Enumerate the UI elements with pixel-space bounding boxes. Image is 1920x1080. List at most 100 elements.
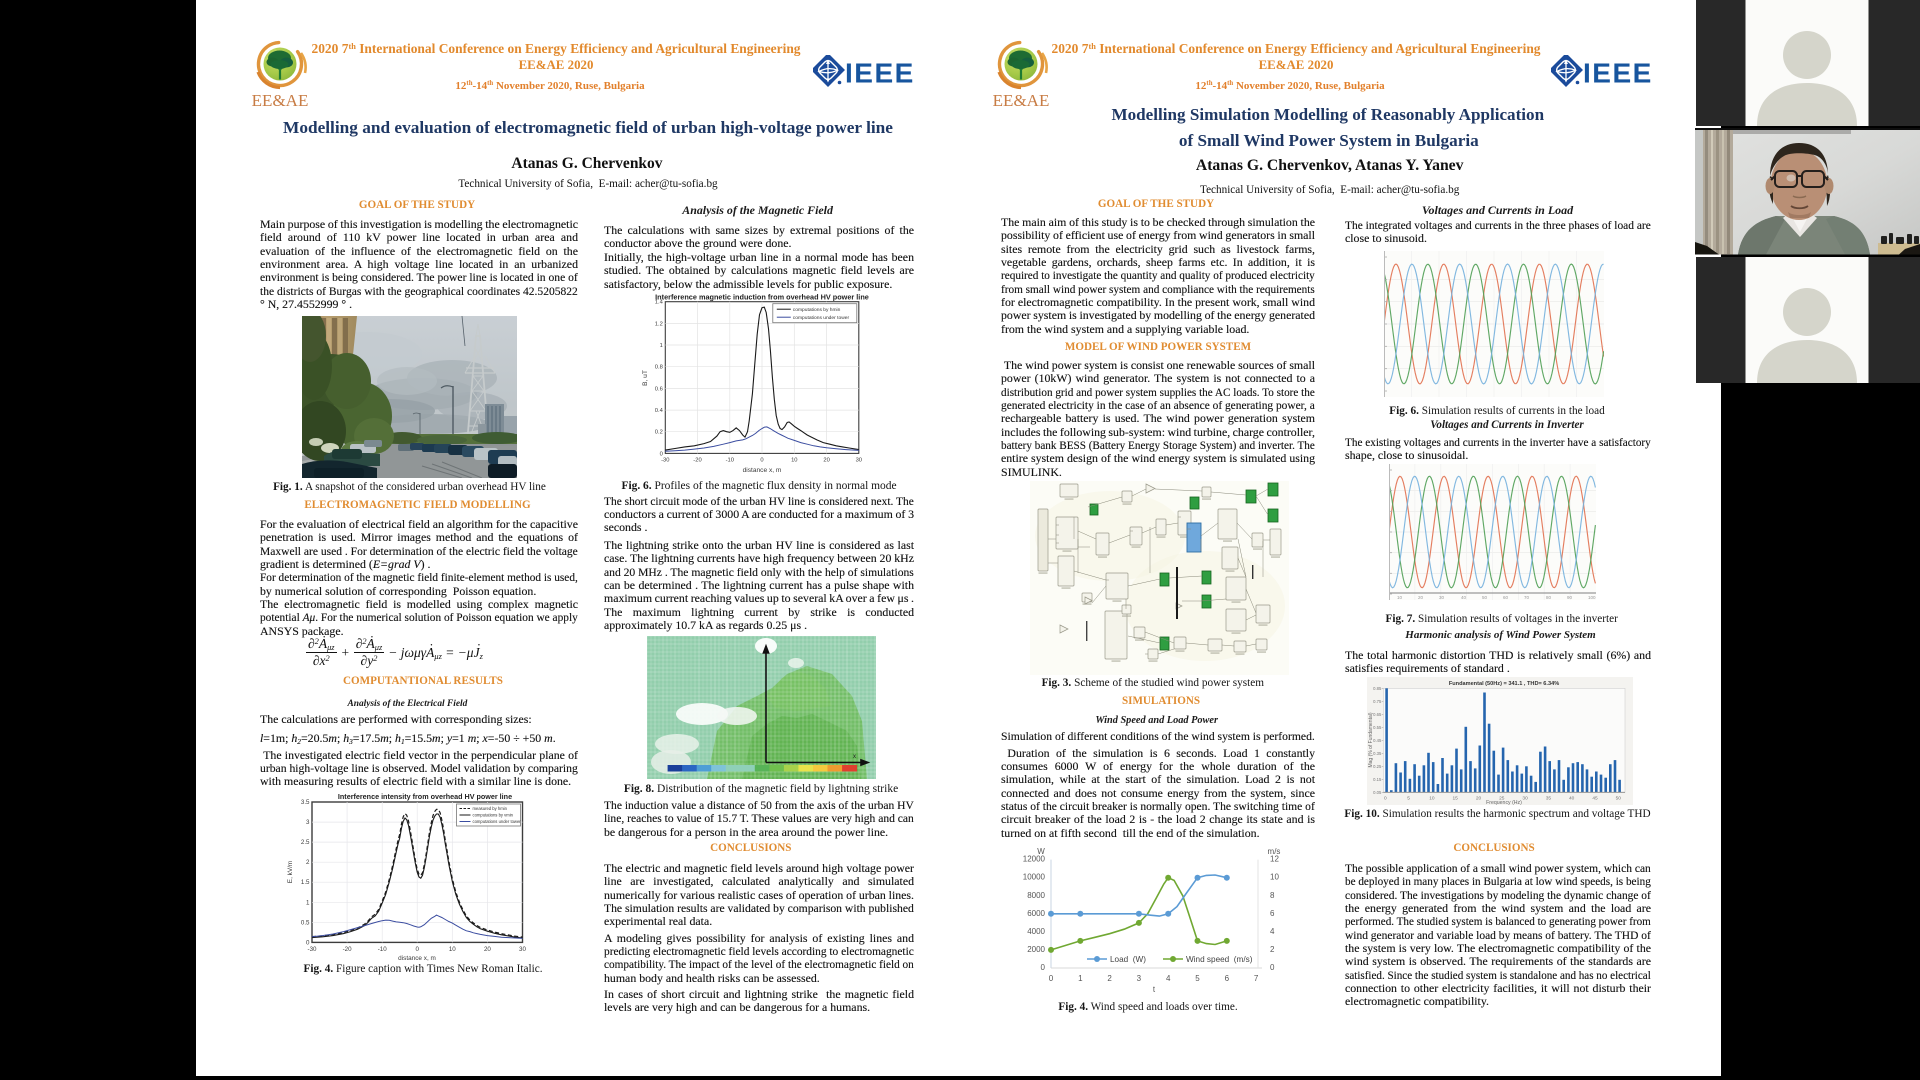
svg-text:measured by hmin: measured by hmin [473, 806, 508, 811]
svg-text:computations under tower: computations under tower [473, 819, 522, 824]
svg-text:20: 20 [484, 946, 491, 953]
svg-text:8: 8 [1270, 891, 1275, 900]
svg-text:7: 7 [1254, 974, 1259, 983]
svg-text:Fundamental (50Hz) = 341.1 , T: Fundamental (50Hz) = 341.1 , THD= 6.34% [1449, 681, 1559, 687]
svg-text:30: 30 [1522, 795, 1528, 801]
svg-text:30: 30 [519, 946, 526, 953]
svg-text:35: 35 [1546, 795, 1552, 801]
svg-text:m/s: m/s [1268, 847, 1281, 856]
svg-text:0.15: 0.15 [1373, 777, 1382, 782]
svg-text:Load (W): Load (W) [1110, 955, 1146, 964]
svg-text:0: 0 [306, 939, 310, 946]
svg-text:3: 3 [306, 819, 310, 826]
svg-text:4000: 4000 [1027, 927, 1045, 936]
svg-text:4: 4 [1166, 974, 1171, 983]
svg-text:8000: 8000 [1027, 891, 1045, 900]
svg-text:0.35: 0.35 [1373, 751, 1382, 756]
svg-text:1: 1 [1078, 974, 1083, 983]
svg-text:50: 50 [1616, 795, 1622, 801]
svg-text:60: 60 [1503, 595, 1509, 600]
svg-text:50: 50 [1482, 595, 1488, 600]
svg-text:4: 4 [1270, 927, 1275, 936]
svg-text:-10: -10 [378, 946, 388, 953]
svg-text:25: 25 [1499, 795, 1505, 801]
svg-text:20: 20 [823, 457, 829, 463]
svg-text:-20: -20 [693, 457, 701, 463]
svg-text:0.6: 0.6 [655, 386, 663, 392]
svg-text:1.2: 1.2 [655, 321, 663, 327]
svg-text:5: 5 [1407, 795, 1410, 801]
svg-text:12: 12 [1270, 855, 1279, 864]
svg-text:EE&AE: EE&AE [252, 91, 309, 110]
svg-text:30: 30 [856, 457, 862, 463]
svg-text:0: 0 [660, 451, 663, 457]
svg-text:W: W [1037, 847, 1045, 856]
svg-text:-20: -20 [343, 946, 353, 953]
svg-text:t: t [1153, 985, 1156, 994]
svg-text:10000: 10000 [1023, 873, 1046, 882]
svg-text:0: 0 [1270, 963, 1275, 972]
svg-text:10: 10 [1270, 873, 1279, 882]
svg-text:10: 10 [449, 946, 456, 953]
svg-text:3: 3 [1137, 974, 1142, 983]
svg-text:Interference intensity from ov: Interference intensity from overhead HV … [338, 792, 512, 801]
svg-text:2: 2 [1107, 974, 1112, 983]
svg-text:12000: 12000 [1023, 855, 1046, 864]
svg-text:0.65: 0.65 [1373, 712, 1382, 717]
svg-text:0: 0 [760, 457, 763, 463]
svg-text:40: 40 [1569, 795, 1575, 801]
svg-text:0: 0 [1041, 963, 1046, 972]
svg-text:computations by vmin: computations by vmin [473, 813, 514, 818]
svg-text:1.4: 1.4 [655, 300, 664, 306]
svg-text:B, uT: B, uT [642, 370, 649, 386]
svg-text:1: 1 [306, 899, 310, 906]
svg-text:20: 20 [1476, 795, 1482, 801]
svg-text:0.45: 0.45 [1373, 738, 1382, 743]
svg-text:2.5: 2.5 [301, 839, 310, 846]
svg-text:0: 0 [1049, 974, 1054, 983]
svg-text:0.85: 0.85 [1373, 686, 1382, 691]
svg-text:0.5: 0.5 [301, 919, 310, 926]
svg-text:-10: -10 [726, 457, 734, 463]
svg-text:-30: -30 [308, 946, 318, 953]
svg-text:45: 45 [1592, 795, 1598, 801]
svg-text:1.5: 1.5 [301, 879, 310, 886]
svg-text:x: x [853, 754, 856, 760]
svg-text:Interference magnetic inductio: Interference magnetic induction from ove… [655, 293, 869, 302]
svg-text:0.4: 0.4 [655, 408, 664, 414]
svg-text:1: 1 [660, 343, 663, 349]
svg-text:6000: 6000 [1027, 909, 1045, 918]
svg-text:IEEE: IEEE [845, 58, 915, 89]
svg-text:Wind speed (m/s): Wind speed (m/s) [1186, 955, 1253, 964]
svg-text:distance x, m: distance x, m [398, 955, 436, 962]
svg-text:15: 15 [1453, 795, 1459, 801]
svg-text:3.5: 3.5 [301, 799, 310, 806]
svg-text:-30: -30 [661, 457, 669, 463]
svg-text:6: 6 [1270, 909, 1275, 918]
svg-text:2: 2 [1270, 945, 1275, 954]
svg-text:0.8: 0.8 [655, 365, 663, 371]
svg-text:EE&AE: EE&AE [993, 91, 1050, 110]
svg-text:20: 20 [1418, 595, 1424, 600]
svg-text:40: 40 [1461, 595, 1467, 600]
svg-text:10: 10 [1429, 795, 1435, 801]
svg-text:0.55: 0.55 [1373, 725, 1382, 730]
svg-text:10: 10 [1397, 595, 1403, 600]
svg-text:E, kV/m: E, kV/m [287, 861, 294, 883]
svg-text:2: 2 [306, 859, 310, 866]
svg-text:30: 30 [1439, 595, 1445, 600]
svg-text:6: 6 [1225, 974, 1230, 983]
svg-text:2000: 2000 [1027, 945, 1045, 954]
svg-text:0.75: 0.75 [1373, 699, 1382, 704]
svg-text:computations by hmin: computations by hmin [793, 307, 841, 313]
svg-text:100: 100 [1588, 595, 1596, 600]
svg-text:90: 90 [1567, 595, 1573, 600]
svg-text:70: 70 [1524, 595, 1530, 600]
svg-text:80: 80 [1546, 595, 1552, 600]
svg-text:Mag (% of Fundamental): Mag (% of Fundamental) [1368, 712, 1374, 767]
svg-text:Frequency (Hz): Frequency (Hz) [1486, 800, 1522, 805]
svg-text:distance x, m: distance x, m [743, 467, 782, 474]
svg-text:0: 0 [1384, 795, 1387, 801]
svg-text:5: 5 [1195, 974, 1200, 983]
svg-text:0.2: 0.2 [655, 430, 663, 436]
